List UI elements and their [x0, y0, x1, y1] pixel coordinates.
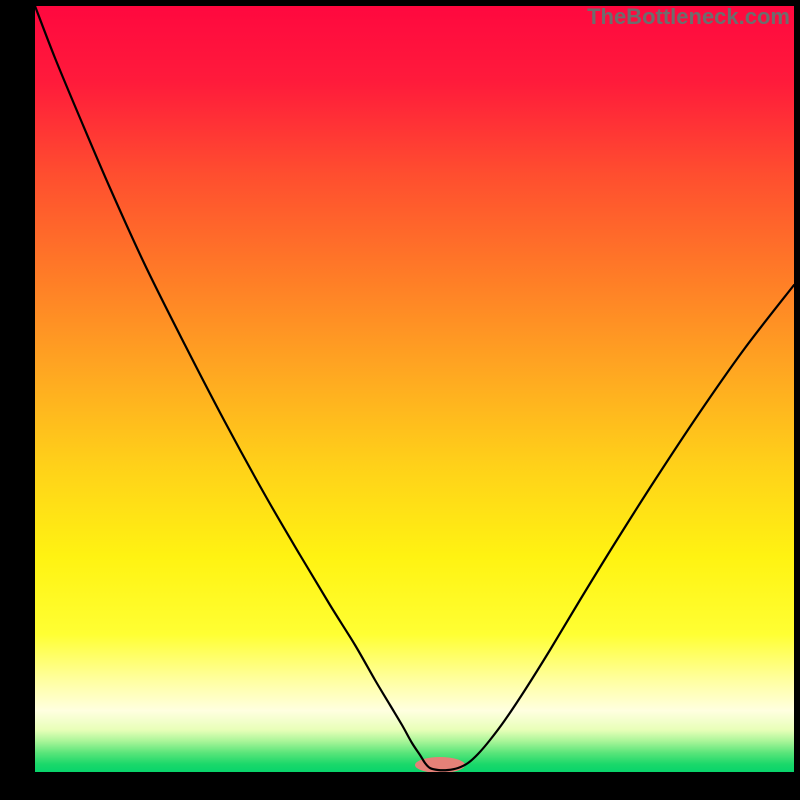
watermark-text: TheBottleneck.com — [587, 4, 790, 30]
chart-plot-area — [35, 6, 794, 772]
chart-container: TheBottleneck.com — [0, 0, 800, 800]
bottleneck-chart — [0, 0, 800, 800]
